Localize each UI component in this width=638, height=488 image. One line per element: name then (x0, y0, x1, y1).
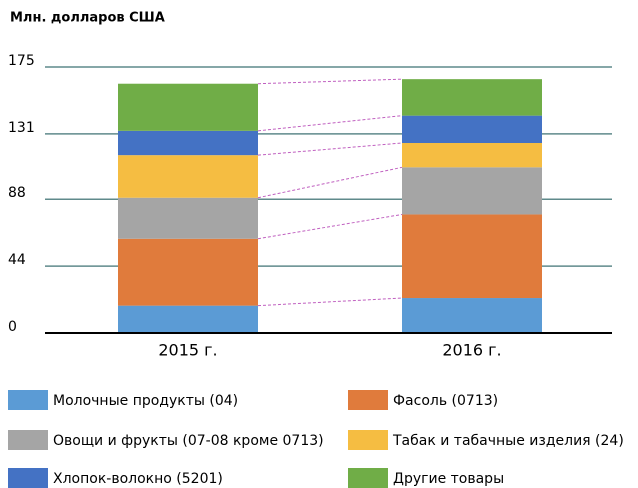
x-tick-label: 2016 г. (442, 341, 501, 360)
bar-segment (402, 143, 542, 168)
legend-label: Молочные продукты (04) (53, 393, 238, 409)
bar-segment (118, 305, 258, 333)
legend-label: Табак и табачные изделия (24) (392, 433, 624, 449)
bar-segment (118, 155, 258, 198)
y-tick-label: 131 (8, 120, 35, 136)
bar-segment (118, 130, 258, 156)
bar-segment (402, 214, 542, 299)
bar-segment (402, 298, 542, 333)
legend-label: Фасоль (0713) (393, 393, 498, 409)
y-tick-label: 175 (8, 53, 35, 69)
bar-segment (118, 83, 258, 131)
legend-label: Хлопок-волокно (5201) (53, 471, 223, 487)
bar-segment (402, 115, 542, 143)
connector (257, 142, 403, 156)
connector (257, 78, 403, 85)
connector (257, 115, 403, 132)
legend-swatch (8, 468, 48, 488)
bar-segment (118, 238, 258, 306)
legend-swatch (8, 390, 48, 410)
legend-label: Овощи и фрукты (07-08 кроме 0713) (53, 433, 324, 449)
bar-segment (402, 79, 542, 116)
connector (257, 213, 403, 240)
x-tick-label: 2015 г. (158, 341, 217, 360)
bar-segment (402, 167, 542, 215)
legend-swatch (348, 468, 388, 488)
legend-swatch (348, 390, 388, 410)
connector (257, 297, 403, 307)
connector (257, 166, 403, 199)
chart-title: Млн. долларов США (10, 11, 165, 26)
y-tick-label: 88 (8, 185, 26, 201)
y-tick-label: 0 (8, 319, 17, 335)
legend-swatch (8, 430, 48, 450)
y-tick-label: 44 (8, 252, 26, 268)
bar-segment (118, 197, 258, 239)
legend-label: Другие товары (393, 471, 504, 487)
legend-swatch (348, 430, 388, 450)
